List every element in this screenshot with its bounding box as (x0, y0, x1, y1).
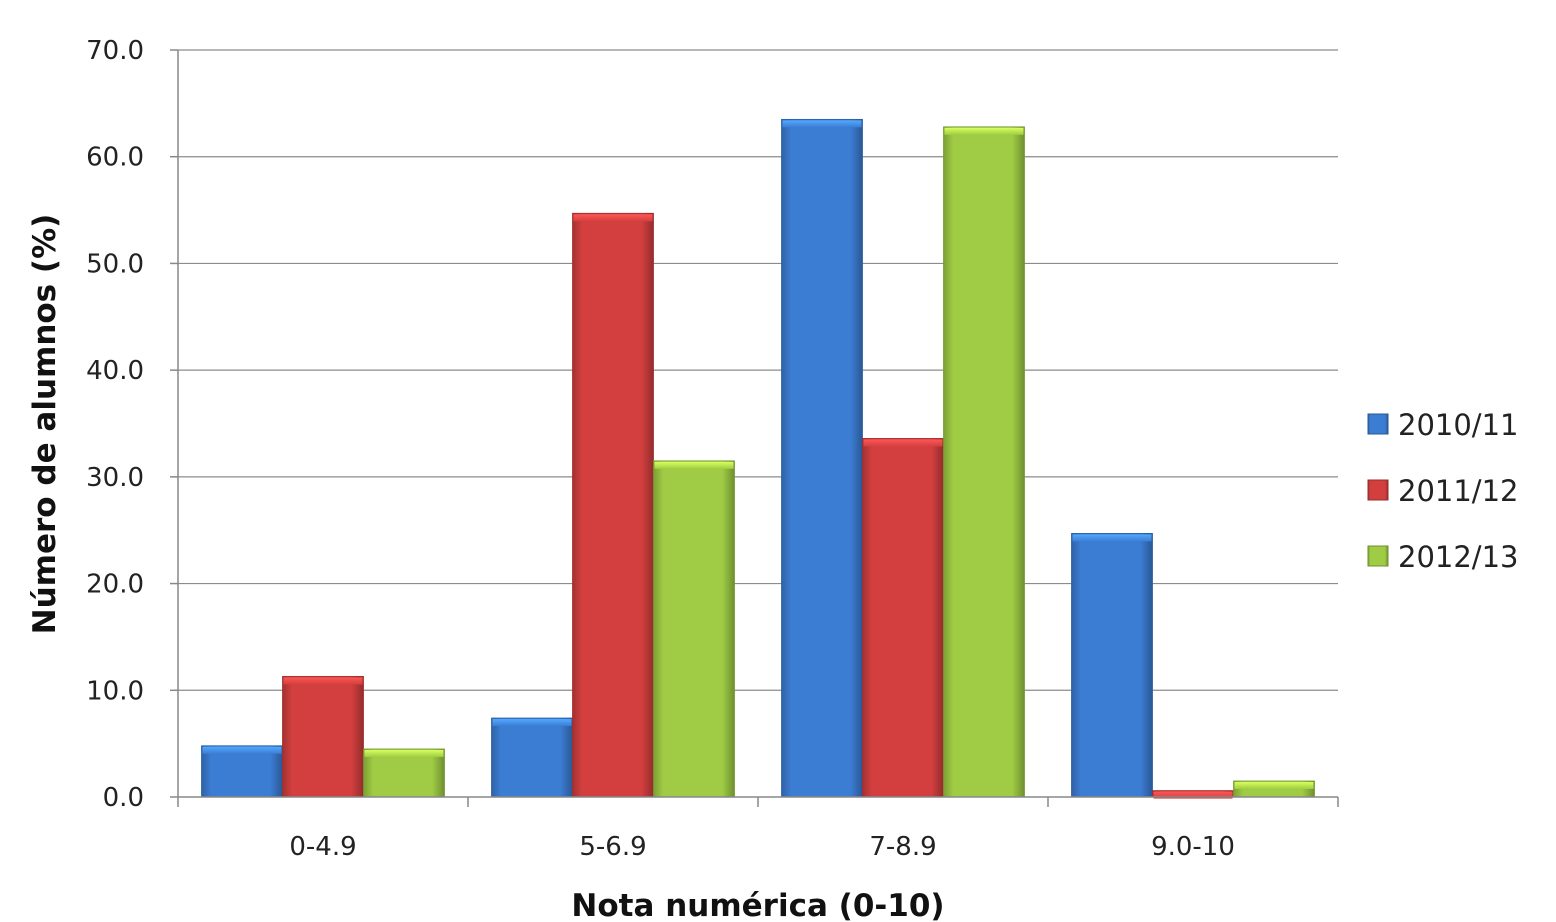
legend-swatch (1367, 413, 1389, 435)
bar-2010-11-5-6.9 (491, 717, 573, 798)
bar-2012-13-5-6.9 (653, 460, 735, 798)
x-tick-label: 0-4.9 (289, 832, 356, 862)
bar-highlight (1072, 534, 1152, 542)
y-tick-label: 40.0 (86, 356, 144, 386)
bar-2011-12-0-4.9 (282, 676, 364, 798)
x-tick-label: 7-8.9 (869, 832, 936, 862)
legend-item: 2011/12 (1367, 474, 1518, 508)
bar-highlight (364, 749, 444, 757)
legend-swatch (1367, 479, 1389, 501)
bar-highlight (654, 461, 734, 469)
legend: 2010/11 2011/12 2012/13 (1367, 408, 1518, 574)
legend-label: 2010/11 (1398, 408, 1518, 442)
legend-swatch (1367, 545, 1389, 567)
gridlines (178, 49, 1338, 691)
bars (201, 118, 1315, 799)
legend-label: 2011/12 (1398, 474, 1518, 508)
bar-highlight (863, 439, 943, 447)
bar-highlight (1153, 791, 1233, 799)
bar-highlight (492, 719, 572, 727)
y-axis-title: Número de alumnos (%) (27, 214, 63, 635)
bar-highlight (202, 746, 282, 754)
legend-label: 2012/13 (1398, 540, 1518, 574)
bar-highlight (573, 214, 653, 222)
bar-2010-11-7-8.9 (781, 118, 863, 798)
y-tick-label: 50.0 (86, 249, 144, 279)
bar-2012-13-0-4.9 (363, 748, 445, 798)
bar-2012-13-7-8.9 (943, 126, 1025, 798)
x-axis-title: Nota numérica (0-10) (571, 888, 944, 922)
legend-item: 2012/13 (1367, 540, 1518, 574)
y-axis-ticks: 0.0 10.0 20.0 30.0 40.0 50.0 60.0 70.0 (86, 36, 178, 813)
bar-highlight (782, 120, 862, 128)
x-axis-ticks: 0-4.9 5-6.9 7-8.9 9.0-10 (177, 797, 1339, 862)
y-tick-label: 10.0 (86, 676, 144, 706)
y-tick-label: 30.0 (86, 463, 144, 493)
bar-highlight (1234, 781, 1314, 789)
x-tick-label: 9.0-10 (1151, 832, 1235, 862)
legend-item: 2010/11 (1367, 408, 1518, 442)
y-tick-label: 0.0 (103, 783, 144, 813)
x-tick-label: 5-6.9 (579, 832, 646, 862)
bar-2010-11-0-4.9 (201, 745, 283, 798)
bar-2010-11-9.0-10 (1071, 533, 1153, 798)
y-tick-label: 20.0 (86, 570, 144, 600)
bar-highlight (944, 127, 1024, 135)
bar-highlight (283, 677, 363, 685)
bar-2011-12-7-8.9 (862, 438, 944, 798)
bar-2011-12-5-6.9 (572, 212, 654, 798)
y-tick-label: 70.0 (86, 36, 144, 66)
y-tick-label: 60.0 (86, 143, 144, 173)
